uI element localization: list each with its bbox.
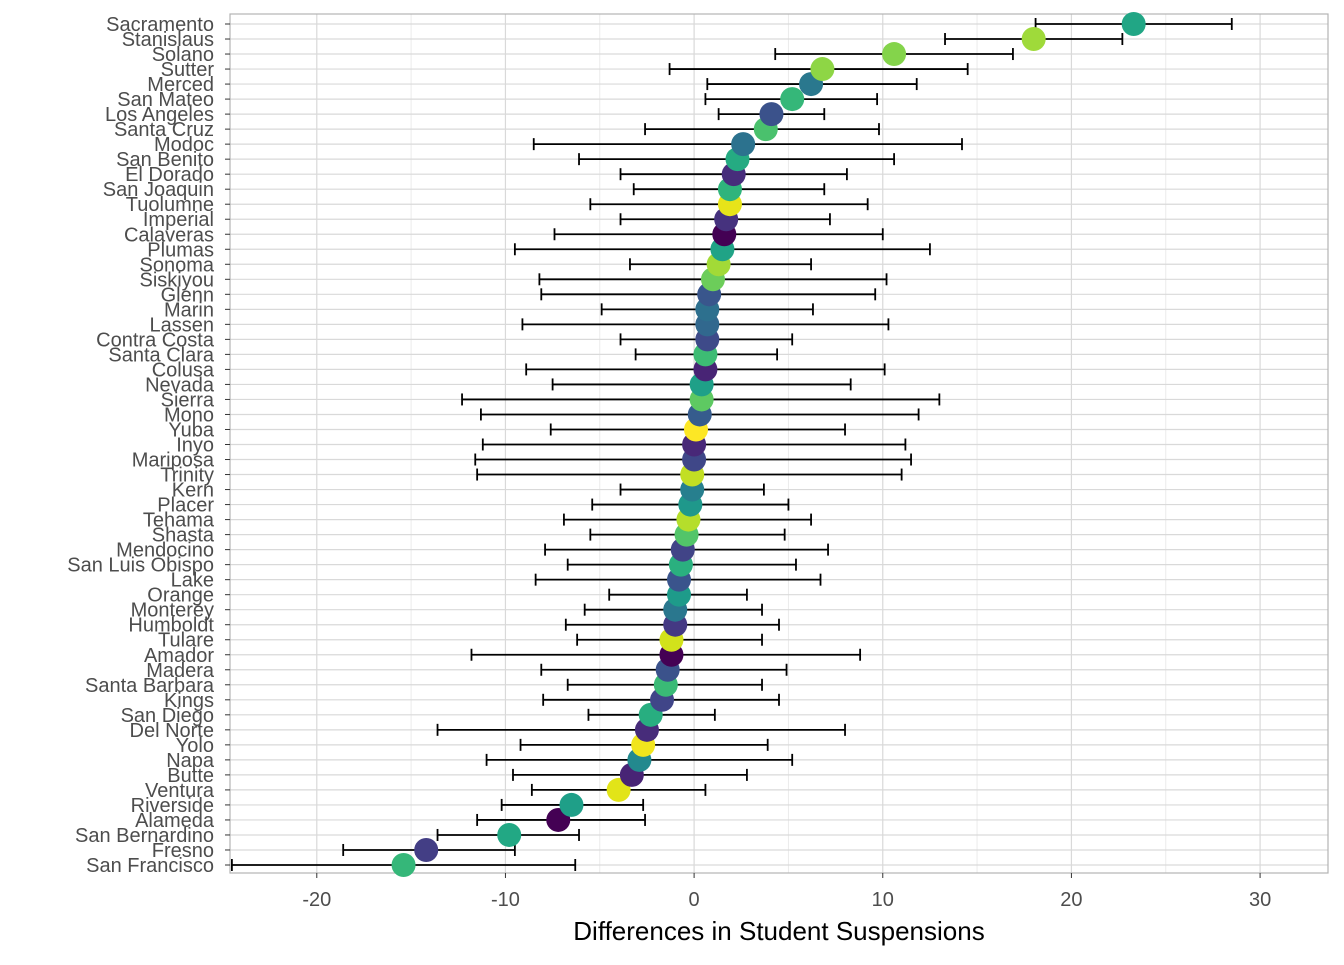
county-label: Yuba <box>168 419 214 441</box>
county-label: San Luis Obispo <box>67 555 214 577</box>
point-estimate <box>780 87 805 112</box>
county-label: Riverside <box>131 795 214 817</box>
point-estimate <box>882 42 907 67</box>
county-label: Alameda <box>135 810 215 832</box>
county-label: Sacramento <box>106 14 214 36</box>
county-label: Napa <box>166 750 215 772</box>
county-label: Stanislaus <box>122 29 214 51</box>
x-tick-label: 0 <box>689 889 700 911</box>
county-label: San Francisco <box>86 855 214 877</box>
county-label: Plumas <box>147 239 214 261</box>
x-tick-label: -20 <box>302 889 331 911</box>
county-label: Sierra <box>161 389 215 411</box>
point-estimate <box>1121 12 1146 36</box>
point-estimate <box>497 822 522 847</box>
x-axis-title: Differences in Student Suspensions <box>573 916 984 946</box>
county-label: Santa Barbara <box>85 675 215 697</box>
county-labels: SacramentoStanislausSolanoSutterMercedSa… <box>67 14 230 877</box>
point-estimate <box>559 792 584 817</box>
county-label: Siskiyou <box>140 269 214 291</box>
county-label: Contra Costa <box>96 329 215 351</box>
panel-border <box>229 13 1329 874</box>
county-label: Trinity <box>160 465 214 487</box>
point-estimates <box>391 12 1146 877</box>
county-label: Colusa <box>152 359 215 381</box>
county-label: Shasta <box>152 525 215 547</box>
county-label: Calaveras <box>124 224 214 246</box>
county-label: El Dorado <box>125 164 214 186</box>
x-axis-ticks: -20 -10 0 10 20 30 <box>302 873 1271 911</box>
county-label: Solano <box>152 44 214 66</box>
county-label: Merced <box>147 74 214 96</box>
county-label: Mariposa <box>132 450 215 472</box>
county-label: Kern <box>172 480 214 502</box>
point-estimate <box>759 102 784 127</box>
county-label: Lake <box>171 570 214 592</box>
county-label: Santa Cruz <box>114 119 214 141</box>
county-label: Tulare <box>158 630 214 652</box>
county-label: Glenn <box>161 284 214 306</box>
county-label: Monterey <box>131 600 214 622</box>
x-tick-label: -10 <box>491 889 520 911</box>
county-label: Kings <box>164 690 214 712</box>
county-label: Fresno <box>152 840 214 862</box>
county-label: Butte <box>167 765 214 787</box>
county-label: Modoc <box>154 134 214 156</box>
county-label: San Mateo <box>117 89 214 111</box>
county-label: Tehama <box>143 510 215 532</box>
county-label: Tuolumne <box>126 194 214 216</box>
county-label: Placer <box>157 495 214 517</box>
county-label: Humboldt <box>128 615 214 637</box>
county-label: Los Angeles <box>105 104 214 126</box>
county-label: Inyo <box>176 435 214 457</box>
county-label: Ventura <box>145 780 215 802</box>
county-label: Nevada <box>145 374 215 396</box>
county-label: Sutter <box>161 59 215 81</box>
county-label: Marin <box>164 299 214 321</box>
county-label: Amador <box>144 645 214 667</box>
county-label: Santa Clara <box>108 344 214 366</box>
county-label: San Benito <box>116 149 214 171</box>
point-estimate <box>731 132 756 157</box>
county-label: San Bernardino <box>75 825 214 847</box>
county-label: Yolo <box>176 735 214 757</box>
x-tick-label: 20 <box>1060 889 1082 911</box>
point-estimate <box>810 57 835 82</box>
point-estimate <box>414 837 439 862</box>
county-label: Mono <box>164 404 214 426</box>
county-label: Lassen <box>150 314 215 336</box>
county-label: Del Norte <box>130 720 214 742</box>
county-label: San Joaquin <box>103 179 214 201</box>
point-estimate <box>1021 27 1046 52</box>
county-label: Sonoma <box>140 254 215 276</box>
county-label: Orange <box>147 585 214 607</box>
county-label: Madera <box>146 660 215 682</box>
x-tick-label: 30 <box>1249 889 1271 911</box>
county-label: Mendocino <box>116 540 214 562</box>
county-label: Imperial <box>143 209 214 231</box>
x-tick-label: 10 <box>872 889 894 911</box>
county-label: San Diego <box>121 705 214 727</box>
point-estimate <box>391 853 416 877</box>
